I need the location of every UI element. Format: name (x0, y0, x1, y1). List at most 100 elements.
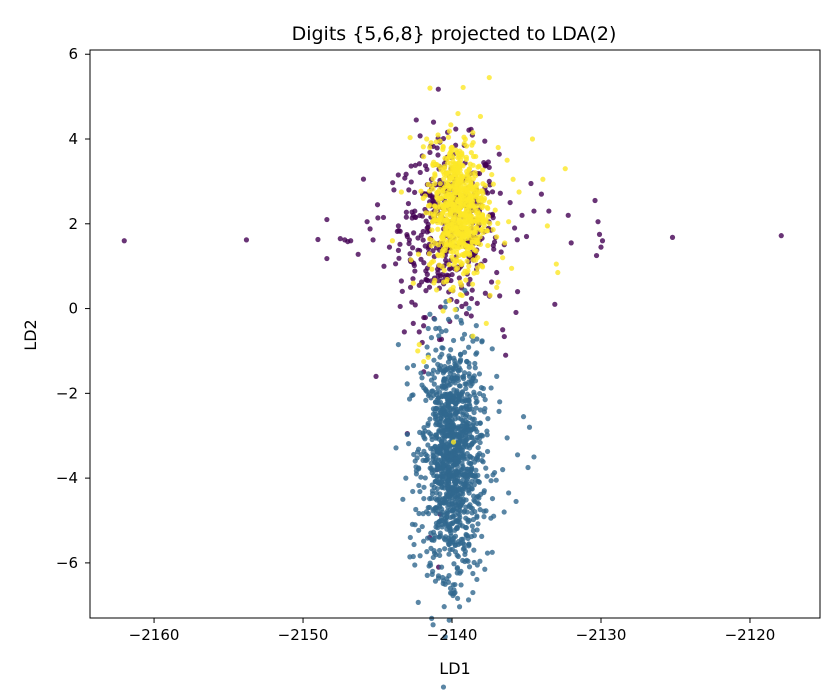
data-point (440, 345, 446, 351)
data-point (448, 122, 454, 128)
data-point (463, 301, 469, 307)
x-tick-label: −2120 (725, 626, 776, 644)
data-point (464, 407, 470, 413)
data-point (457, 292, 463, 298)
data-point (450, 203, 456, 209)
data-point (477, 113, 484, 120)
data-point (431, 213, 437, 219)
data-point (480, 459, 486, 465)
data-point (472, 169, 478, 176)
data-point (407, 284, 414, 290)
data-point (367, 226, 373, 232)
data-point (468, 149, 474, 156)
data-point (466, 442, 472, 448)
data-point (456, 173, 463, 179)
data-point (423, 210, 429, 216)
data-point (428, 446, 434, 452)
data-point (466, 564, 473, 570)
data-point (494, 284, 500, 290)
data-point (519, 212, 525, 218)
data-point (411, 230, 417, 236)
data-point (404, 233, 410, 240)
data-point (526, 424, 533, 430)
data-point (466, 541, 472, 547)
data-point (433, 422, 439, 428)
data-point (403, 475, 409, 481)
data-point (426, 236, 433, 242)
data-point (500, 467, 506, 473)
data-point (428, 377, 435, 383)
data-point (403, 214, 409, 220)
data-point (474, 562, 480, 568)
data-point (482, 138, 488, 144)
data-point (457, 522, 463, 528)
data-point (410, 212, 416, 218)
data-point (514, 237, 520, 243)
data-point (425, 442, 431, 448)
data-point (471, 229, 477, 236)
data-point (469, 510, 475, 516)
data-point (381, 263, 387, 269)
data-point (480, 167, 486, 173)
data-point (425, 325, 431, 332)
data-point (458, 490, 464, 496)
data-point (466, 428, 472, 434)
data-point (491, 513, 497, 519)
data-point (426, 262, 433, 268)
data-point (440, 424, 446, 431)
data-point (479, 226, 485, 232)
data-point (474, 576, 480, 583)
data-point (510, 176, 516, 182)
data-point (448, 209, 454, 215)
data-point (444, 272, 450, 278)
data-point (459, 151, 465, 157)
data-point (410, 488, 416, 495)
data-point (490, 181, 496, 187)
data-point (493, 477, 499, 483)
data-point (440, 188, 446, 194)
data-point (449, 420, 455, 426)
data-point (410, 280, 416, 286)
data-point (447, 458, 453, 464)
data-point (486, 178, 492, 185)
data-point (424, 225, 430, 231)
data-point (468, 467, 474, 474)
data-point (417, 133, 423, 139)
data-point (425, 277, 431, 284)
data-point (437, 180, 443, 187)
data-point (409, 392, 415, 399)
data-point (432, 505, 438, 511)
data-point (475, 521, 481, 527)
data-point (417, 169, 423, 176)
data-point (494, 373, 500, 379)
data-point (471, 270, 477, 276)
data-point (491, 469, 498, 476)
data-point (432, 444, 438, 450)
data-point (456, 206, 462, 213)
data-point (423, 288, 429, 294)
data-point (429, 227, 435, 233)
data-point (451, 489, 457, 495)
data-point (464, 436, 470, 442)
data-point (451, 470, 457, 476)
data-point (552, 301, 558, 307)
data-point (453, 214, 459, 220)
data-point (440, 370, 446, 376)
data-point (442, 444, 448, 450)
data-point (466, 166, 472, 172)
data-point (485, 416, 491, 422)
data-point (477, 262, 483, 268)
data-point (430, 406, 437, 412)
data-point (429, 266, 435, 272)
data-point (495, 220, 501, 226)
data-point (424, 572, 430, 578)
data-point (433, 456, 439, 462)
data-point (427, 311, 433, 317)
data-point (467, 403, 473, 409)
data-point (474, 336, 480, 342)
data-point (445, 202, 451, 208)
data-point (446, 617, 452, 623)
data-point (434, 145, 440, 151)
data-point (470, 333, 476, 339)
data-point (469, 523, 475, 529)
